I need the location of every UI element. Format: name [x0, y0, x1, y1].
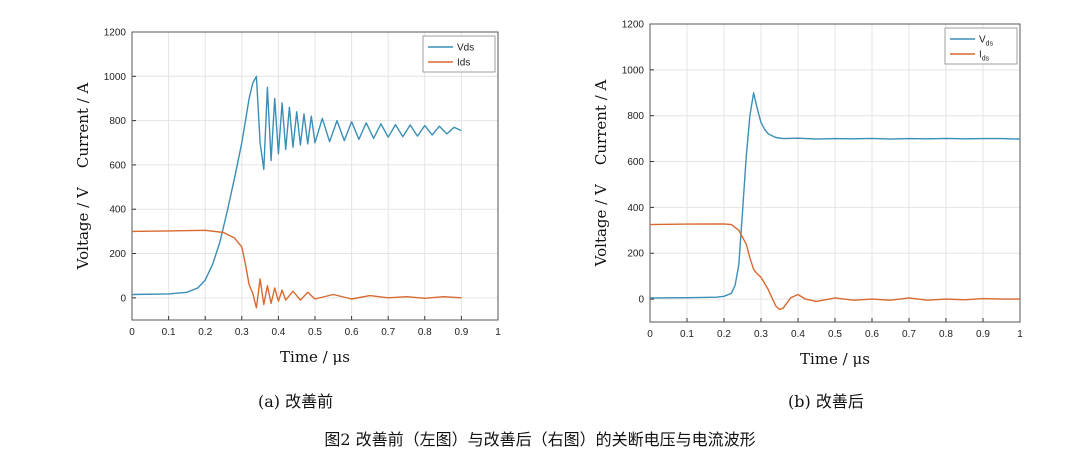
chart-a-x-tick-label: 0.5 — [308, 327, 322, 338]
chart-b-x-tick-label: 0.3 — [754, 329, 768, 340]
subfigure-caption-b: (b) 改善后 — [788, 392, 864, 411]
chart-a-series-ids-line — [131, 229, 462, 309]
chart-a-y-tick-label: 0 — [120, 293, 126, 304]
chart-a-x-tick-label: 0.6 — [345, 327, 359, 338]
chart-a-legend — [422, 35, 496, 73]
chart-a-x-tick-label: 0.2 — [198, 327, 212, 338]
chart-a-y-tick-label: 400 — [109, 205, 126, 216]
chart-b-x-axis-title: Time / μs — [800, 350, 870, 368]
chart-a-x-tick-label: 0.1 — [162, 327, 176, 338]
chart-a-y-axis-title: Voltage / V Current / A — [74, 82, 92, 270]
chart-a-y-tick-label: 1000 — [104, 72, 127, 83]
chart-a-x-tick-label: 0.8 — [418, 327, 432, 338]
subfigure-caption-a: (a) 改善前 — [258, 392, 334, 411]
chart-b-axes-frame — [649, 23, 1021, 323]
chart-b-y-tick-label: 1200 — [622, 20, 645, 31]
chart-a-x-tick-label: 0.9 — [454, 327, 468, 338]
chart-a-y-tick-label: 800 — [109, 116, 126, 127]
chart-a-x-tick-label: 0.7 — [381, 327, 395, 338]
chart-b-x-tick-label: 0.6 — [865, 329, 879, 340]
chart-b-x-tick-label: 0.4 — [791, 329, 805, 340]
chart-b-x-tick-label: 0 — [647, 329, 653, 340]
chart-b: 0 0.1 0.2 0.3 0.4 0.5 0.6 0.7 0.8 0.9 1 0 200 400 600 8… — [592, 20, 1023, 369]
chart-b-y-axis-title: Voltage / V Current / A — [592, 79, 610, 267]
chart-b-x-tick-label: 0.1 — [680, 329, 694, 340]
chart-b-x-tick-label: 0.9 — [976, 329, 990, 340]
chart-a-x-tick-label: 1 — [495, 327, 501, 338]
chart-b-series-vds-line — [649, 92, 1021, 299]
chart-b-legend-label-ids: Ids — [979, 50, 990, 63]
chart-b-y-tick-label: 200 — [627, 249, 644, 260]
chart-b-x-tick-label: 0.2 — [717, 329, 731, 340]
chart-a-y-tick-label: 1200 — [104, 28, 127, 39]
chart-b-x-tick-label: 0.8 — [939, 329, 953, 340]
chart-b-x-tick-label: 0.7 — [902, 329, 916, 340]
chart-b-y-tick-label: 1000 — [622, 65, 645, 76]
chart-a-x-tick-label: 0.4 — [271, 327, 285, 338]
chart-b-legend — [944, 27, 1018, 65]
chart-b-x-tick-label: 1 — [1017, 329, 1023, 340]
chart-b-legend-label-vds: Vds — [979, 35, 994, 48]
chart-b-y-tick-label: 800 — [627, 111, 644, 122]
chart-a-legend-label-ids: Ids — [457, 58, 470, 69]
chart-b-series-ids-line — [649, 223, 1020, 311]
chart-a-series-vds-line — [131, 75, 462, 296]
chart-b-y-tick-label: 0 — [638, 295, 644, 306]
chart-a-y-tick-label: 200 — [109, 249, 126, 260]
chart-b-x-tick-label: 0.5 — [828, 329, 842, 340]
chart-a-x-tick-label: 0 — [129, 327, 135, 338]
chart-a-x-axis-title: Time / μs — [280, 348, 350, 366]
chart-b-y-tick-label: 400 — [627, 203, 644, 214]
chart-b-y-tick-label: 600 — [627, 157, 644, 168]
chart-a-y-tick-label: 600 — [109, 160, 126, 171]
chart-a-axes-frame — [131, 31, 499, 321]
figure-caption: 图2 改善前（左图）与改善后（右图）的关断电压与电流波形 — [324, 430, 756, 449]
chart-a: 0 0.1 0.2 0.3 0.4 0.5 0.6 0.7 0.8 0.9 1 0 200 400 600 8… — [74, 28, 501, 367]
chart-a-legend-label-vds: Vds — [457, 43, 474, 54]
chart-a-x-tick-label: 0.3 — [235, 327, 249, 338]
